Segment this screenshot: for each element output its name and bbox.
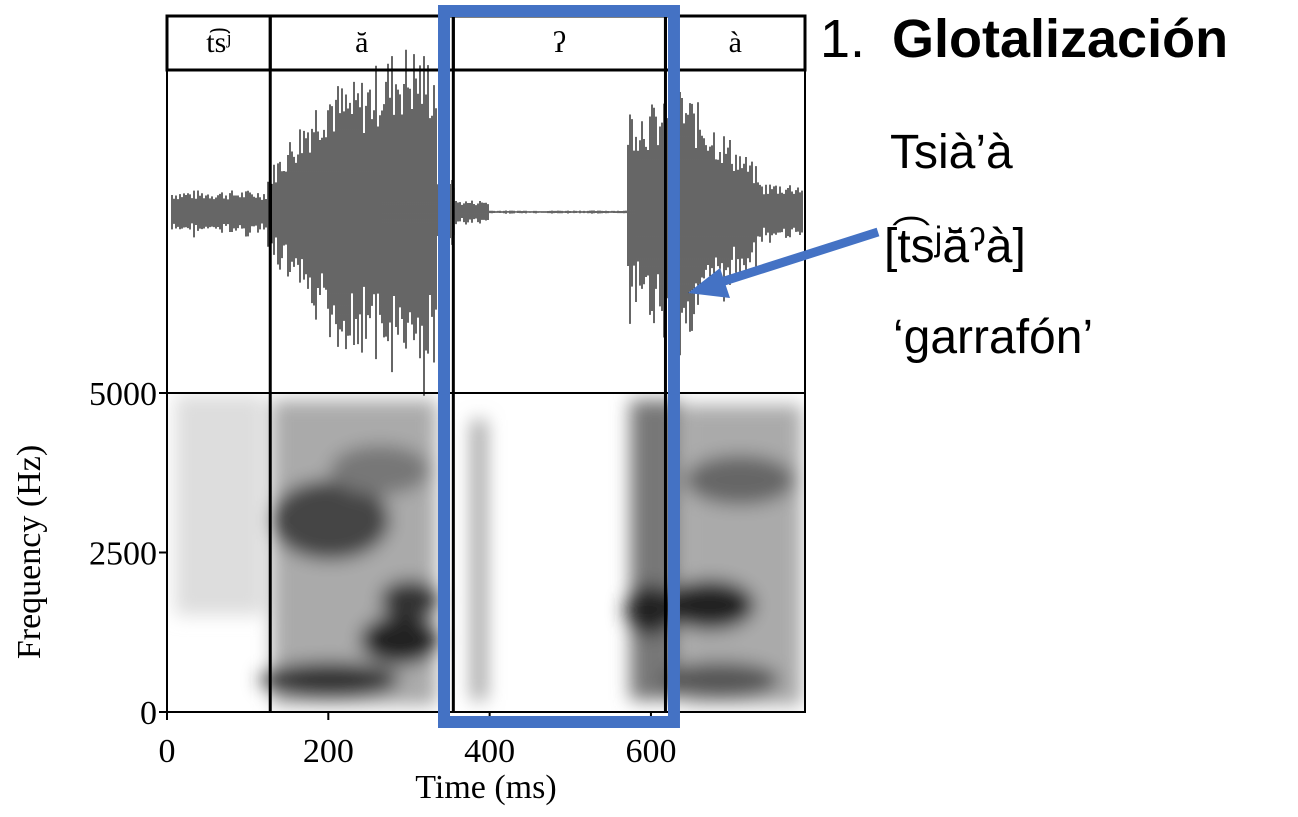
x-tick-label: 400	[464, 733, 515, 770]
segment-label: ʔ	[553, 26, 566, 59]
annotation-gloss: ‘garrafón’	[893, 311, 1093, 364]
arrow-head	[688, 268, 730, 298]
waveform	[171, 49, 803, 396]
waveform-trace	[171, 49, 803, 396]
segment-label: ă	[355, 26, 368, 59]
y-axis-title: Frequency (Hz)	[11, 445, 48, 659]
annotation-transcription: [t͡sʲā̆ˀà]	[884, 216, 1026, 273]
annotation-word: Tsià’à	[890, 126, 1013, 179]
x-tick-label: 0	[159, 733, 176, 770]
arrow	[713, 227, 880, 289]
segment-label: à	[729, 26, 742, 59]
highlight-box	[438, 5, 680, 728]
annotation-title: Glotalización	[892, 9, 1228, 69]
segment-label: t͡sʲ	[206, 26, 231, 59]
x-tick-label: 200	[303, 733, 354, 770]
y-tick-label: 2500	[89, 536, 157, 573]
spectrogram-image	[175, 395, 802, 705]
y-tick-label: 5000	[89, 376, 157, 413]
x-tick-label: 600	[625, 733, 676, 770]
segment	[663, 14, 807, 72]
y-tick-label: 0	[140, 695, 157, 732]
x-axis-title: Time (ms)	[415, 769, 556, 806]
annotation-number: 1.	[820, 9, 865, 69]
